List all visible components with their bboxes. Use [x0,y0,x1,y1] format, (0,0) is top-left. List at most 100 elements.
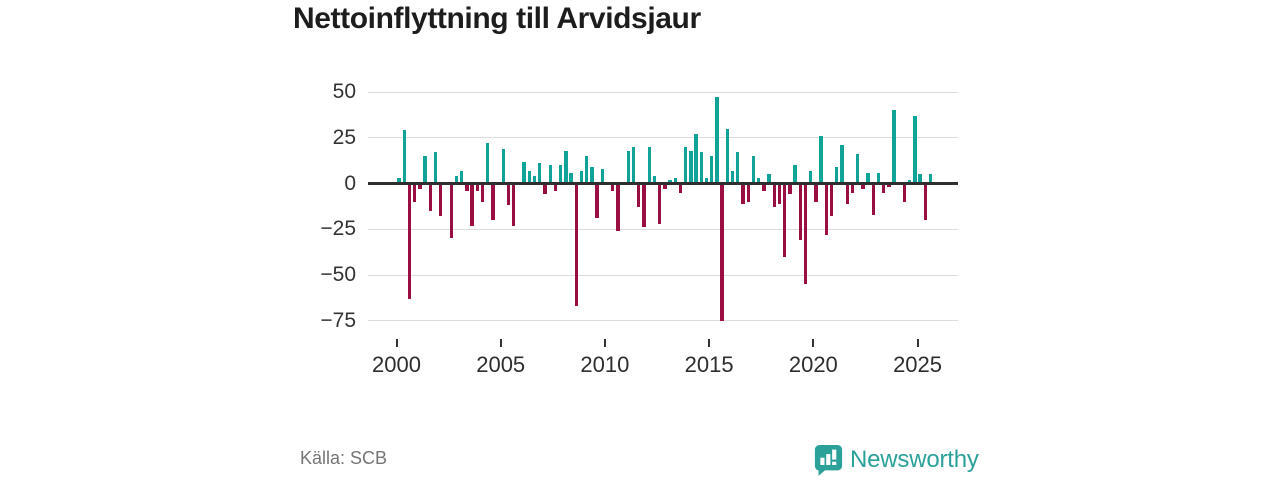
grid-line [368,228,958,230]
bar-positive [459,170,464,184]
bar-negative [881,183,886,193]
bar-positive [631,146,636,184]
bar-positive [564,150,568,184]
bar-positive [668,179,672,184]
grid-line [368,137,958,139]
bar-negative [637,183,641,208]
grid-line [368,320,958,322]
bar-negative [574,183,578,307]
bar-positive [751,156,756,184]
bar-negative [741,183,745,204]
bar-negative [678,183,683,193]
bar-positive [793,165,797,184]
bar-negative [407,183,412,299]
bar-positive [423,156,427,184]
bar-negative [480,183,485,202]
bar-negative [491,183,495,221]
x-axis-tick-label: 2020 [788,352,838,377]
y-axis-tick-label: −75 [320,308,356,332]
bar-positive [918,174,922,184]
brand-logo: Newsworthy [814,444,979,476]
bar-positive [548,165,552,184]
bar-negative [418,183,422,189]
bar-negative [428,183,433,211]
bar-negative [887,183,891,188]
bar-negative [772,183,776,208]
y-axis-tick-label: 0 [344,171,356,195]
bar-negative [798,183,802,241]
bar-negative [657,183,662,224]
bar-negative [782,183,787,257]
bar-positive [715,97,719,184]
x-axis-tick-mark [708,339,711,347]
bar-positive [454,176,459,184]
bar-negative [475,183,479,191]
bar-positive [892,110,896,184]
x-axis-tick-mark [603,339,606,347]
bar-positive [584,156,589,184]
bar-negative [923,183,928,221]
bar-negative [616,183,620,232]
bar-positive [704,178,709,184]
bar-negative [861,183,865,189]
bar-positive [402,130,406,184]
bar-positive [522,161,526,184]
bar-positive [855,154,860,184]
bar-positive [876,172,881,184]
bar-negative [824,183,829,235]
zero-axis-line [368,182,958,185]
x-axis-tick-mark [916,339,919,347]
bar-positive [532,176,537,184]
bar-negative [642,183,646,228]
bar-negative [845,183,849,204]
bar-positive [809,170,813,184]
bar-positive [710,156,714,184]
bar-positive [908,179,912,184]
y-axis-tick-label: 25 [332,125,356,149]
plot-area: 50 25 0 −25 −50 −75 2000 2005 2010 2015 2020 2025 [320,81,958,377]
bar-positive [699,152,703,184]
newsworthy-icon [814,444,843,476]
bar-negative [470,183,474,226]
bar-negative [814,183,818,202]
x-axis-tick-label: 2005 [476,352,526,377]
bar-negative [506,183,511,206]
bar-positive [527,170,532,184]
bar-positive [840,145,844,184]
bar-negative [465,183,469,191]
bar-negative [829,183,834,217]
x-axis-tick-label: 2000 [372,352,421,377]
bar-negative [902,183,907,202]
bar-positive [756,178,761,184]
bar-positive [866,172,870,184]
bar-positive [694,134,698,184]
bar-positive [626,150,631,184]
bar-positive [600,168,604,184]
bar-positive [725,128,730,184]
bar-positive [647,146,651,184]
bar-positive [730,170,735,184]
bar-positive [835,167,839,184]
bar-negative [595,183,599,219]
bar-positive [736,152,740,184]
bar-positive [397,178,401,184]
bar-positive [683,146,688,184]
y-axis-tick-label: −25 [320,217,356,241]
bar-negative [611,183,615,191]
bar-positive [689,150,693,184]
bar-positive [569,172,573,184]
bar-positive [652,176,657,184]
y-axis-tick-label: −50 [320,263,356,286]
bar-positive [928,174,933,184]
bar-positive [501,148,505,184]
bar-negative [720,183,724,321]
bar-negative [663,183,667,189]
x-axis-tick-mark [395,339,398,347]
bar-negative [553,183,558,191]
bar-negative [746,183,750,202]
bar-positive [558,165,563,184]
bar-negative [413,183,417,202]
bar-negative [449,183,453,239]
bar-positive [538,163,542,184]
